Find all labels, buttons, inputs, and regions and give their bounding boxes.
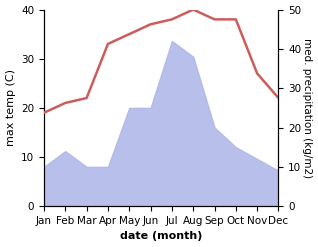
X-axis label: date (month): date (month) [120,231,203,242]
Y-axis label: max temp (C): max temp (C) [5,69,16,146]
Y-axis label: med. precipitation (kg/m2): med. precipitation (kg/m2) [302,38,313,178]
